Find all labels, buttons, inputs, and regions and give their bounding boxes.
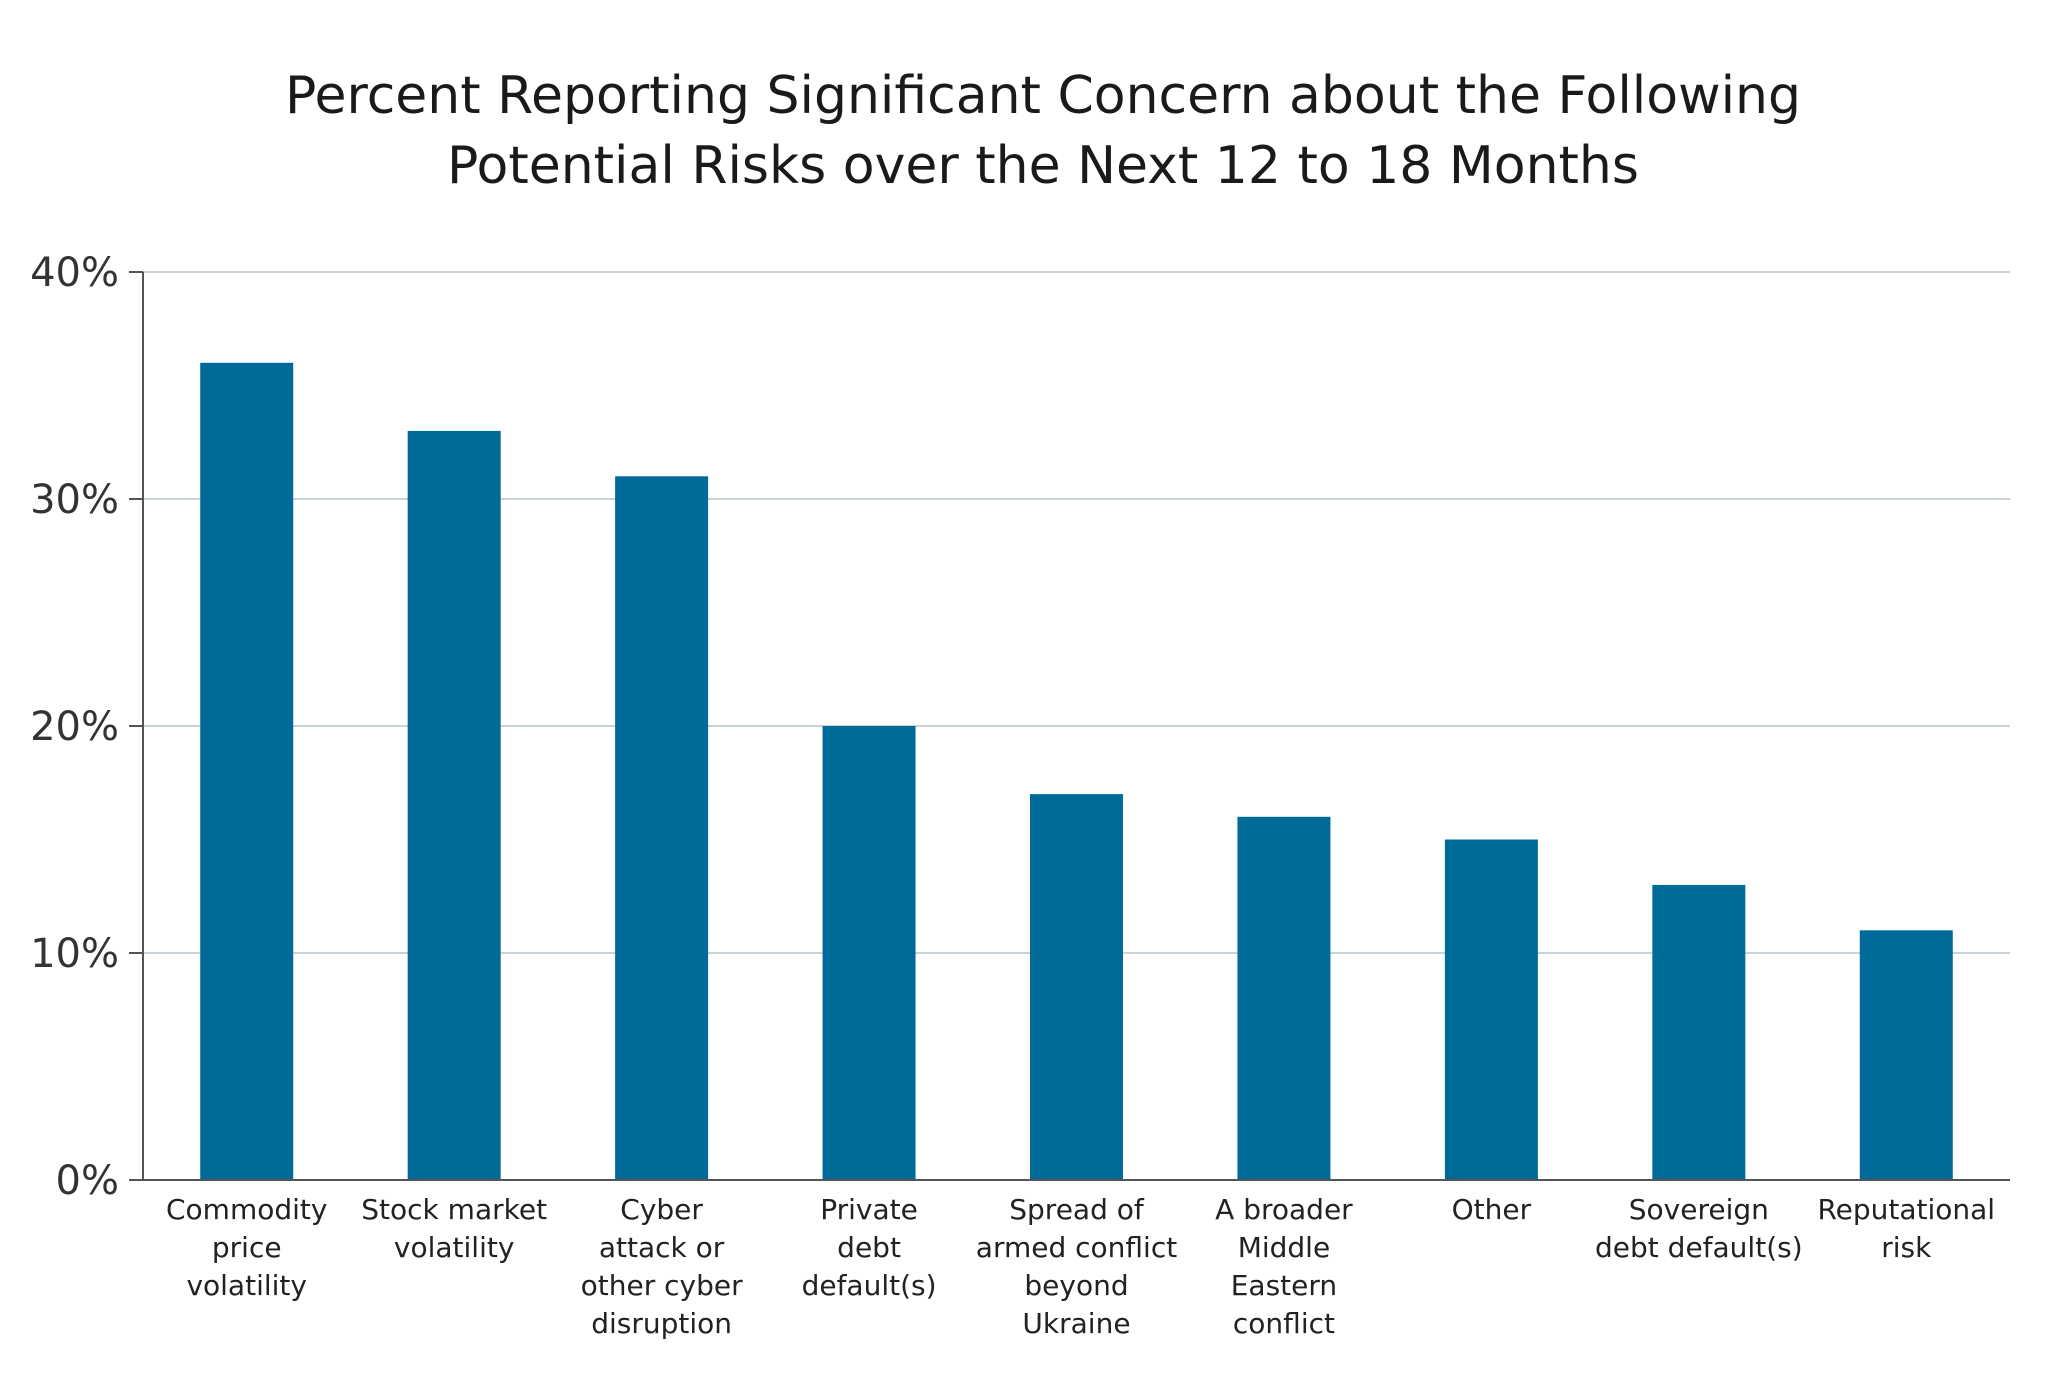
x-tick-label-line: Reputational xyxy=(1817,1193,1995,1226)
x-tick-label-line: A broader xyxy=(1215,1193,1353,1226)
x-tick-label-line: Cyber xyxy=(620,1193,703,1226)
y-tick-label-40: 40% xyxy=(30,250,119,296)
x-tick-label-line: beyond xyxy=(1024,1269,1128,1302)
x-tick-label-line: price xyxy=(212,1231,282,1264)
x-tick-label-line: conflict xyxy=(1233,1307,1335,1340)
x-tick-label-4: Private debt default(s) xyxy=(802,1193,937,1302)
x-tick-label-8: Sovereign debt default(s) xyxy=(1595,1193,1803,1264)
bar-6 xyxy=(1237,816,1331,1180)
x-tick-label-9: Reputational risk xyxy=(1817,1193,1995,1264)
chart-title-line-1: Percent Reporting Significant Concern ab… xyxy=(285,66,1801,126)
x-tick-label-7: Other xyxy=(1452,1193,1532,1226)
bar-7 xyxy=(1444,839,1538,1180)
chart-title-line-2: Potential Risks over the Next 12 to 18 M… xyxy=(447,136,1639,196)
x-tick-label-6: A broader Middle Eastern conflict xyxy=(1215,1193,1353,1340)
x-tick-label-line: debt default(s) xyxy=(1595,1231,1803,1264)
bar-3 xyxy=(615,476,709,1180)
chart-title: Percent Reporting Significant Concern ab… xyxy=(285,66,1801,196)
bar-2 xyxy=(407,430,501,1180)
x-tick-label-2: Stock market volatility xyxy=(361,1193,547,1264)
y-tick-label-10: 10% xyxy=(30,931,119,977)
x-tick-label-3: Cyber attack or other cyber disruption xyxy=(581,1193,743,1340)
bar-4 xyxy=(822,726,916,1180)
bar-5 xyxy=(1030,794,1123,1180)
bar-8 xyxy=(1652,884,1746,1180)
x-tick-label-5: Spread of armed conflict beyond Ukraine xyxy=(976,1193,1177,1340)
y-tick-label-30: 30% xyxy=(30,477,119,523)
x-tick-label-line: Stock market xyxy=(361,1193,547,1226)
x-tick-label-line: attack or xyxy=(599,1231,725,1264)
x-tick-label-line: volatility xyxy=(394,1231,515,1264)
x-tick-label-line: Ukraine xyxy=(1022,1307,1130,1340)
x-tick-label-line: Sovereign xyxy=(1629,1193,1769,1226)
x-tick-label-1: Commodity price volatility xyxy=(166,1193,327,1302)
x-tick-label-line: Spread of xyxy=(1009,1193,1145,1226)
bar-9 xyxy=(1859,930,1953,1180)
x-axis-labels: Commodity price volatility Stock market vola… xyxy=(166,1193,1995,1340)
x-tick-label-line: Commodity xyxy=(166,1193,327,1226)
x-tick-label-line: volatility xyxy=(186,1269,307,1302)
x-tick-label-line: Eastern xyxy=(1231,1269,1337,1302)
x-tick-label-line: disruption xyxy=(591,1307,732,1340)
y-axis-ticks: 0% 10% 20% 30% 40% xyxy=(30,250,143,1204)
bars xyxy=(200,362,1953,1180)
x-tick-label-line: Other xyxy=(1452,1193,1532,1226)
y-tick-label-0: 0% xyxy=(56,1158,119,1204)
x-tick-label-line: other cyber xyxy=(581,1269,743,1302)
x-tick-label-line: armed conflict xyxy=(976,1231,1177,1264)
bar-1 xyxy=(200,362,294,1180)
x-tick-label-line: Private xyxy=(820,1193,918,1226)
x-tick-label-line: Middle xyxy=(1238,1231,1331,1264)
x-tick-label-line: default(s) xyxy=(802,1269,937,1302)
x-tick-label-line: debt xyxy=(837,1231,901,1264)
x-tick-label-line: risk xyxy=(1881,1231,1932,1264)
y-tick-label-20: 20% xyxy=(30,704,119,750)
